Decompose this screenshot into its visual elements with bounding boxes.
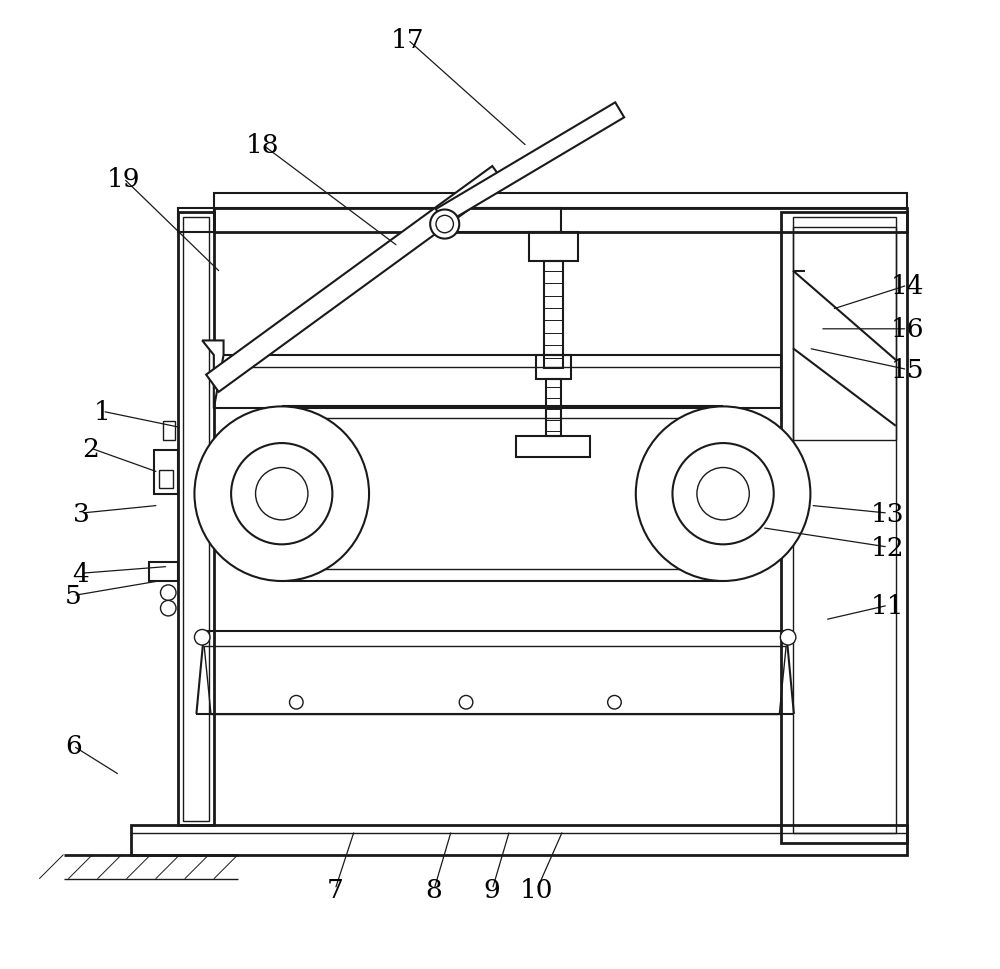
- Polygon shape: [436, 104, 624, 225]
- Bar: [781, 213, 907, 843]
- Text: 12: 12: [871, 535, 905, 560]
- Circle shape: [672, 444, 774, 545]
- Text: 4: 4: [73, 561, 89, 586]
- Circle shape: [194, 407, 369, 581]
- Text: 1: 1: [94, 399, 111, 424]
- Bar: [536, 356, 571, 380]
- Circle shape: [256, 468, 308, 520]
- Polygon shape: [206, 167, 505, 392]
- Bar: [163, 422, 175, 441]
- Text: 13: 13: [871, 501, 905, 526]
- Text: 5: 5: [65, 583, 82, 609]
- Text: 9: 9: [484, 877, 501, 902]
- Text: 10: 10: [520, 877, 554, 902]
- Polygon shape: [202, 341, 224, 409]
- Bar: [178, 213, 214, 826]
- Text: 8: 8: [426, 877, 442, 902]
- Bar: [529, 233, 578, 262]
- Text: 16: 16: [891, 317, 924, 342]
- Circle shape: [697, 468, 749, 520]
- Text: 17: 17: [391, 28, 425, 53]
- Circle shape: [459, 696, 473, 709]
- Text: 14: 14: [891, 273, 924, 298]
- Text: 3: 3: [73, 501, 89, 526]
- Text: 19: 19: [107, 167, 140, 192]
- Text: 11: 11: [871, 593, 905, 618]
- Bar: [214, 208, 907, 233]
- Bar: [159, 471, 173, 488]
- Bar: [154, 451, 178, 494]
- Bar: [183, 218, 209, 821]
- Bar: [149, 562, 178, 581]
- Bar: [214, 194, 907, 208]
- Circle shape: [231, 444, 332, 545]
- Bar: [516, 436, 590, 457]
- Circle shape: [780, 630, 796, 645]
- Circle shape: [430, 210, 459, 239]
- Text: 7: 7: [327, 877, 344, 902]
- Bar: [131, 826, 907, 855]
- Bar: [793, 228, 896, 441]
- Text: 18: 18: [246, 133, 279, 158]
- Circle shape: [436, 216, 453, 234]
- Circle shape: [194, 630, 210, 645]
- Circle shape: [161, 585, 176, 601]
- Text: 15: 15: [891, 358, 924, 383]
- Text: 2: 2: [82, 436, 99, 461]
- Circle shape: [636, 407, 810, 581]
- Bar: [793, 218, 896, 833]
- Text: 6: 6: [65, 734, 82, 759]
- Bar: [178, 208, 214, 233]
- Circle shape: [161, 601, 176, 616]
- Bar: [214, 356, 781, 409]
- Circle shape: [290, 696, 303, 709]
- Bar: [546, 380, 561, 436]
- Bar: [445, 208, 561, 233]
- Bar: [544, 262, 563, 368]
- Circle shape: [608, 696, 621, 709]
